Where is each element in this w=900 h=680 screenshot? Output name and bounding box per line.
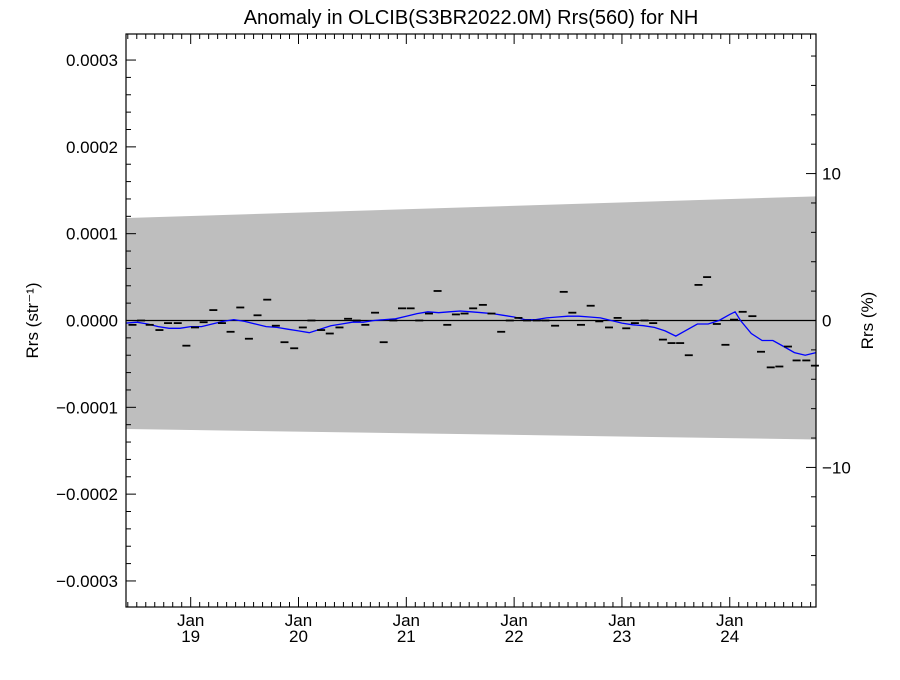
y-right-tick-label: 0 — [822, 312, 831, 331]
x-tick-label-year: 19 — [181, 627, 200, 646]
x-tick-label-year: 22 — [505, 627, 524, 646]
x-tick-label-year: 21 — [397, 627, 416, 646]
uncertainty-band — [126, 196, 816, 440]
x-tick-label-year: 23 — [612, 627, 631, 646]
x-tick-label-month: Jan — [177, 611, 204, 630]
y-tick-label: −0.0001 — [56, 398, 118, 417]
y-right-tick-label: −10 — [822, 458, 851, 477]
y-right-tick-label: 10 — [822, 165, 841, 184]
x-tick-label-month: Jan — [285, 611, 312, 630]
monthly-anomaly-layer — [128, 276, 819, 369]
chart-title: Anomaly in OLCIB(S3BR2022.0M) Rrs(560) f… — [244, 7, 699, 29]
y-tick-label: 0.0002 — [66, 138, 118, 157]
x-tick-label-month: Jan — [608, 611, 635, 630]
uncertainty-band-layer — [126, 196, 816, 440]
y-axis-label-right: Rrs (%) — [858, 292, 877, 350]
x-tick-label-month: Jan — [500, 611, 527, 630]
y-tick-label: 0.0000 — [66, 312, 118, 331]
y-tick-label: 0.0001 — [66, 225, 118, 244]
series-line-0 — [125, 310, 817, 356]
y-tick-label: 0.0003 — [66, 51, 118, 70]
y-axis-label-left: Rrs (str⁻¹) — [23, 282, 42, 358]
axes-layer: 0.0003 0.0002 0.0001 0.0000 −0.0001 −0.0002 −0… — [56, 33, 851, 646]
x-tick-label-month: Jan — [716, 611, 743, 630]
x-tick-label-month: Jan — [393, 611, 420, 630]
series-layer — [125, 310, 817, 356]
y-tick-label: −0.0003 — [56, 572, 118, 591]
y-tick-label: −0.0002 — [56, 485, 118, 504]
x-tick-label-year: 20 — [289, 627, 308, 646]
x-tick-label-year: 24 — [720, 627, 739, 646]
